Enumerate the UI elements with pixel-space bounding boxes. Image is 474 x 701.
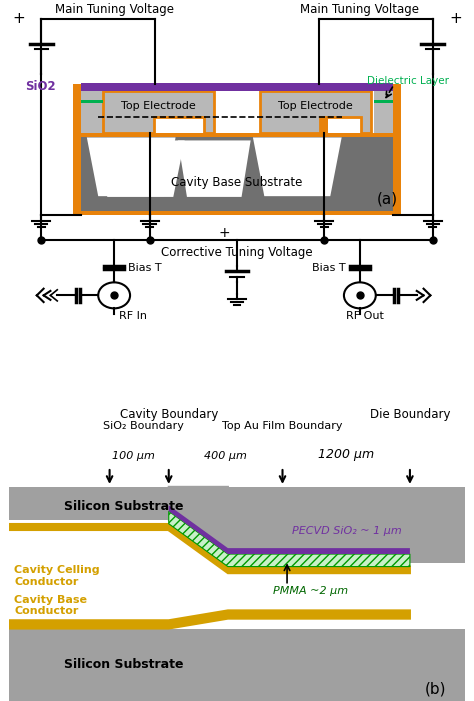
Text: 400 μm: 400 μm [204,451,247,461]
Text: Cavity Base Substrate: Cavity Base Substrate [171,175,303,189]
Bar [9,486,169,520]
Text: Main Tuning Voltage: Main Tuning Voltage [55,3,173,16]
Polygon shape [178,140,251,197]
Polygon shape [169,505,410,554]
Text: (b): (b) [425,682,447,697]
Text: Top Electrode: Top Electrode [121,101,196,111]
Bar [228,487,465,563]
Bar [146,95,154,133]
Bar [374,91,392,133]
Polygon shape [103,91,214,133]
Text: +: + [449,11,462,26]
Text: Cavity Celling
Conductor: Cavity Celling Conductor [14,565,100,587]
Polygon shape [253,137,342,196]
Text: Top Au Film Boundary: Top Au Film Boundary [222,421,343,431]
Text: 1200 μm: 1200 μm [318,448,374,461]
Text: +: + [12,11,25,26]
Polygon shape [9,524,169,531]
Text: RF In: RF In [118,311,146,321]
Bar [73,141,401,215]
Polygon shape [169,487,228,563]
Text: PECVD SiO₂ ~ 1 μm: PECVD SiO₂ ~ 1 μm [292,526,401,536]
Text: Top Electrode: Top Electrode [278,101,353,111]
Bar [392,83,401,215]
Polygon shape [96,140,185,197]
Text: Cavity Boundary: Cavity Boundary [119,408,218,421]
Polygon shape [169,524,410,573]
Text: SiO2: SiO2 [26,81,56,93]
Polygon shape [169,511,410,566]
Text: Main Tuning Voltage: Main Tuning Voltage [301,3,419,16]
Text: RF Out: RF Out [346,311,384,321]
Bar [82,83,392,91]
Bar [82,91,103,133]
Bar [73,83,82,215]
Bar [73,211,401,215]
Bar [374,100,392,103]
Text: Dielectric Layer: Dielectric Layer [366,76,448,86]
Polygon shape [9,611,410,629]
Text: 100 μm: 100 μm [112,451,155,461]
Text: Bias T: Bias T [312,264,346,273]
Text: PMMA ~2 μm: PMMA ~2 μm [273,585,348,596]
Bar [73,133,401,137]
Bar [73,135,401,215]
Text: Silicon Substrate: Silicon Substrate [64,658,183,672]
Polygon shape [260,91,371,133]
Text: Cavity Base
Conductor: Cavity Base Conductor [14,594,87,616]
Text: +: + [219,226,230,240]
Text: Bias T: Bias T [128,264,162,273]
Bar [82,100,103,103]
Bar [320,95,328,133]
Text: SiO₂ Boundary: SiO₂ Boundary [103,421,183,431]
Bar [9,520,465,629]
Bar [9,629,465,701]
Polygon shape [87,137,175,196]
Text: Corrective Tuning Voltage: Corrective Tuning Voltage [161,246,313,259]
Text: (a): (a) [377,191,398,206]
Text: Silicon Substrate: Silicon Substrate [64,500,183,513]
Text: Die Boundary: Die Boundary [370,408,450,421]
